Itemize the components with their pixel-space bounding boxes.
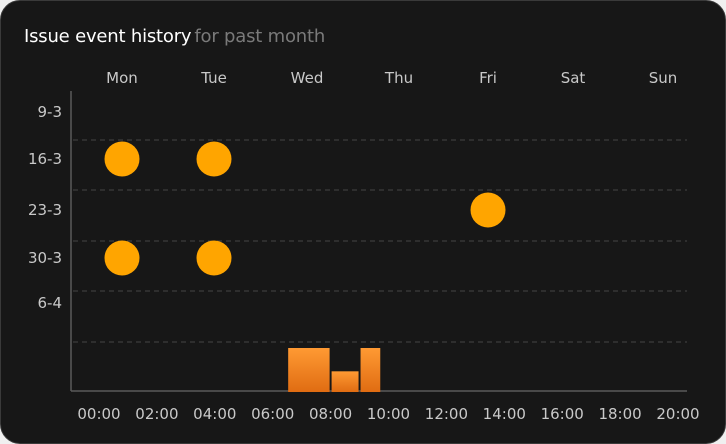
day-label-sun: Sun bbox=[649, 69, 678, 87]
day-label-thu: Thu bbox=[384, 69, 413, 87]
time-tick-2000: 20:00 bbox=[656, 405, 699, 423]
event-dot-tue-16-3 bbox=[196, 141, 232, 177]
week-label-9-3: 9-3 bbox=[38, 103, 63, 121]
day-label-fri: Fri bbox=[479, 69, 497, 87]
time-tick-0800: 08:00 bbox=[309, 405, 352, 423]
time-bar-1 bbox=[331, 371, 359, 392]
week-label-30-3: 30-3 bbox=[28, 249, 62, 267]
title-subtitle: for past month bbox=[194, 26, 326, 47]
card-title: Issue event history for past month bbox=[24, 25, 325, 49]
time-tick-0200: 02:00 bbox=[135, 405, 178, 423]
time-tick-1000: 10:00 bbox=[367, 405, 410, 423]
event-dot-mon-30-3 bbox=[104, 240, 140, 276]
time-tick-0400: 04:00 bbox=[193, 405, 236, 423]
title-main: Issue event history bbox=[24, 26, 192, 47]
day-label-tue: Tue bbox=[200, 69, 227, 87]
time-bar-0 bbox=[288, 348, 330, 392]
day-label-mon: Mon bbox=[106, 69, 138, 87]
time-tick-1600: 16:00 bbox=[541, 405, 584, 423]
time-bar-2 bbox=[360, 348, 381, 392]
event-dot-tue-30-3 bbox=[196, 240, 232, 276]
time-tick-1200: 12:00 bbox=[425, 405, 468, 423]
time-tick-1800: 18:00 bbox=[598, 405, 641, 423]
week-label-23-3: 23-3 bbox=[28, 201, 62, 219]
week-label-6-4: 6-4 bbox=[38, 294, 63, 312]
event-dot-fri-23-3 bbox=[470, 192, 506, 228]
week-label-16-3: 16-3 bbox=[28, 150, 62, 168]
day-label-sat: Sat bbox=[561, 69, 586, 87]
day-label-wed: Wed bbox=[291, 69, 324, 87]
time-tick-0000: 00:00 bbox=[77, 405, 120, 423]
event-dot-mon-16-3 bbox=[104, 141, 140, 177]
time-tick-1400: 14:00 bbox=[483, 405, 526, 423]
time-tick-0600: 06:00 bbox=[251, 405, 294, 423]
